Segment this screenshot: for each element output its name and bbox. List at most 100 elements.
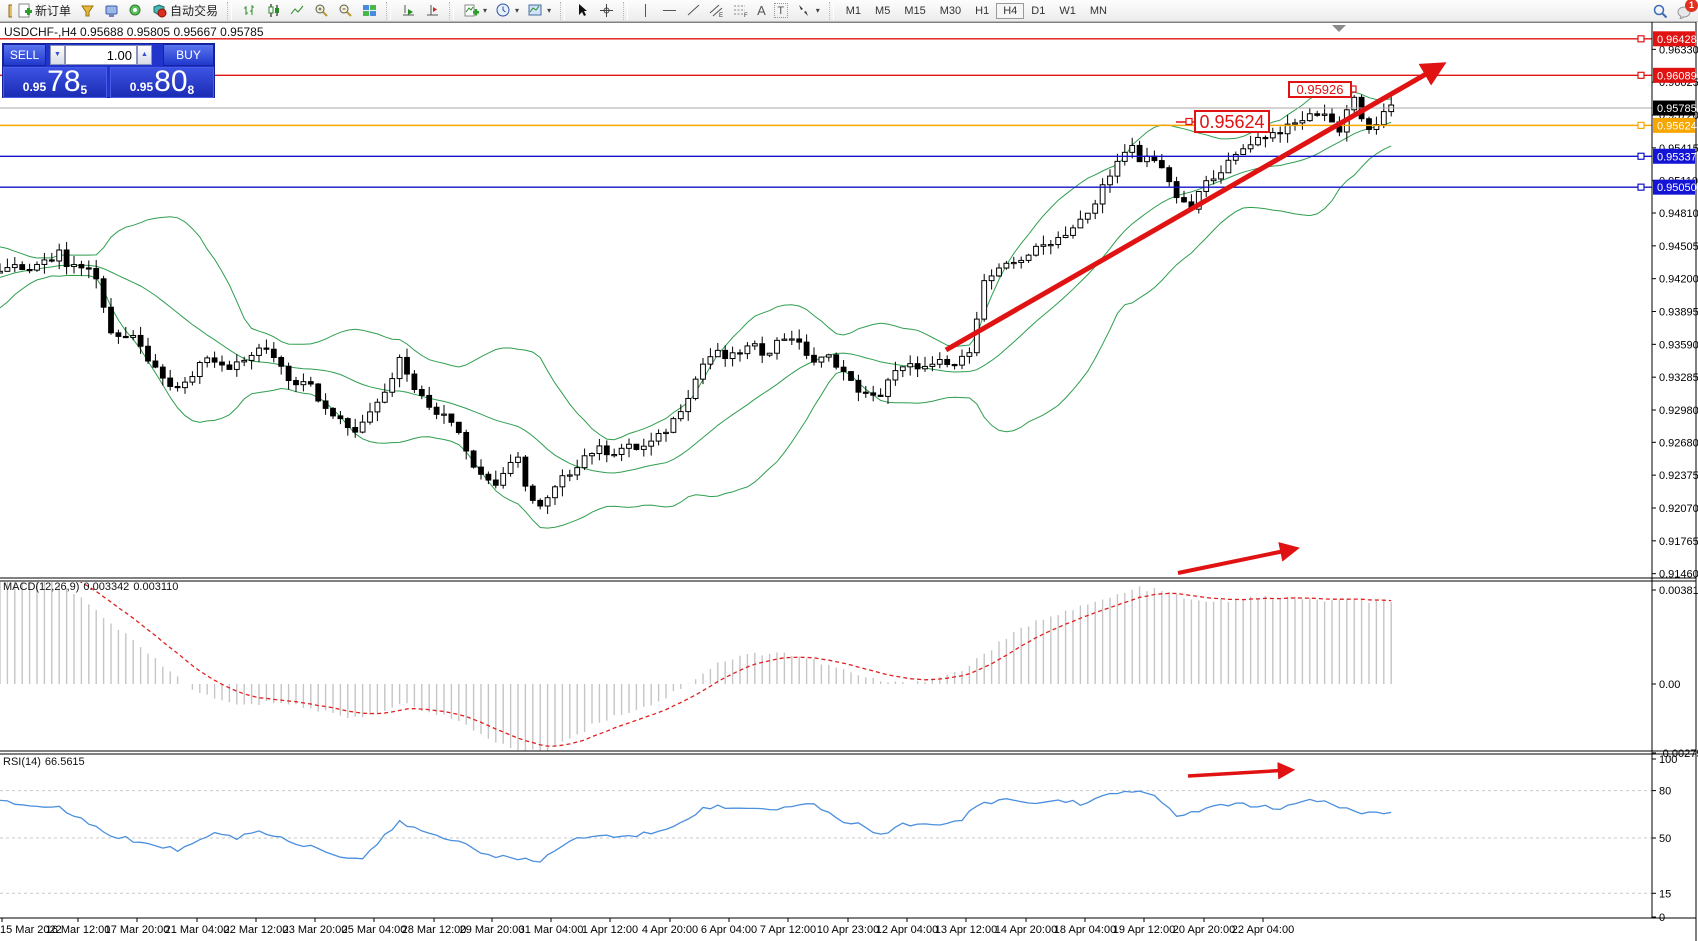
time-axis-label: 31 Mar 04:00	[519, 924, 584, 936]
fibonacci-tool[interactable]: F	[729, 2, 753, 19]
rsi-pane	[0, 790, 1652, 894]
zoom-in-icon	[313, 3, 329, 18]
toolbar-separator	[560, 1, 566, 20]
buy-button[interactable]: BUY	[163, 44, 214, 66]
label-tool[interactable]: T	[770, 2, 792, 19]
trend-annotations[interactable]	[944, 25, 1447, 780]
timeframe-m1[interactable]: M1	[845, 4, 862, 17]
price-level-label	[1653, 148, 1695, 164]
trendline-tool[interactable]	[681, 2, 705, 19]
horizontal-level-lines[interactable]	[0, 35, 1652, 191]
zoom-out-icon	[337, 3, 353, 18]
timeframe-h4[interactable]: H4	[996, 2, 1025, 19]
svg-text:0.96089: 0.96089	[1657, 70, 1697, 82]
time-axis-label: 23 Mar 20:00	[283, 924, 348, 936]
text-tool[interactable]: A	[753, 2, 770, 19]
autotrading-button[interactable]: 自动交易	[147, 1, 222, 20]
timeframe-m15[interactable]: M15	[904, 4, 926, 17]
volume-input[interactable]	[65, 45, 137, 65]
timeframe-m30[interactable]: M30	[939, 4, 962, 17]
price-annotation-095926[interactable]: 0.95926	[1288, 81, 1352, 98]
notifications-icon[interactable]: 1	[1676, 0, 1698, 19]
timeframe-mn[interactable]: MN	[1089, 4, 1107, 17]
tester-icon	[103, 3, 119, 18]
trend-arrow[interactable]	[1187, 761, 1296, 780]
time-axis-label: 17 Mar 20:00	[105, 924, 170, 936]
price-axis[interactable]: 0.963300.960250.957200.954150.951100.948…	[1652, 31, 1698, 581]
candlestick-button[interactable]	[261, 2, 285, 19]
rsi-name: RSI(14)	[3, 756, 41, 768]
sell-price-quote[interactable]: 0.95 78 5	[3, 67, 107, 98]
time-axis-label: 14 Apr 20:00	[995, 924, 1057, 936]
text-tool-label: A	[757, 3, 766, 18]
zoom-in-button[interactable]	[309, 2, 333, 19]
level-handle[interactable]	[1637, 35, 1645, 43]
volume-decrease-button[interactable]: ▼	[50, 45, 65, 65]
line-chart-button[interactable]	[285, 2, 309, 19]
horizontal-line-tool[interactable]	[657, 2, 681, 19]
macd-axis[interactable]: 0.003815 0.00 -0.002797	[1652, 585, 1698, 760]
channel-icon: E	[709, 3, 725, 18]
volume-increase-button[interactable]: ▲	[137, 45, 152, 65]
price-level-label	[1653, 179, 1695, 195]
buy-price-quote[interactable]: 0.95 80 8	[110, 67, 214, 98]
arrows-tool[interactable]: ▾	[792, 2, 824, 19]
time-axis-label: 10 Apr 23:00	[817, 924, 879, 936]
auto-scroll-button[interactable]	[396, 2, 420, 19]
indicators-button[interactable]: ▾	[459, 2, 491, 19]
level-handle[interactable]	[1637, 183, 1645, 191]
tester-button[interactable]	[99, 2, 123, 19]
search-icon[interactable]	[1652, 3, 1668, 18]
templates-button[interactable]: ▾	[523, 2, 555, 19]
svg-text:80: 80	[1659, 786, 1671, 798]
level-handle[interactable]	[1637, 71, 1645, 79]
chart-shift-button[interactable]	[420, 2, 444, 19]
channel-tool[interactable]: E	[705, 2, 729, 19]
timeframe-w1[interactable]: W1	[1059, 4, 1076, 17]
vertical-line-tool[interactable]	[633, 2, 657, 19]
horizontal-line-icon	[661, 3, 677, 18]
time-axis-label: 28 Mar 12:00	[402, 924, 467, 936]
svg-text:0.94200: 0.94200	[1659, 274, 1698, 286]
cursor-button[interactable]	[570, 2, 594, 19]
bar-chart-button[interactable]	[237, 2, 261, 19]
zoom-out-button[interactable]	[333, 2, 357, 19]
signals-button[interactable]	[123, 2, 147, 19]
trend-arrow[interactable]	[944, 62, 1447, 353]
time-axis-label: 13 Apr 12:00	[935, 924, 997, 936]
svg-text:0.92375: 0.92375	[1659, 470, 1698, 482]
price-level-label	[1653, 31, 1695, 47]
new-order-button[interactable]: 新订单	[12, 1, 75, 20]
svg-text:0.94505: 0.94505	[1659, 241, 1698, 253]
timeframe-m5[interactable]: M5	[875, 4, 891, 17]
time-axis-label: 18 Apr 04:00	[1054, 924, 1116, 936]
svg-text:0.93590: 0.93590	[1659, 339, 1698, 351]
toolbar-separator	[828, 1, 834, 20]
chart-title: USDCHF-,H4 0.95688 0.95805 0.95667 0.957…	[4, 25, 264, 39]
chart-shift-marker[interactable]	[1332, 25, 1346, 32]
tile-windows-button[interactable]	[357, 2, 381, 19]
sell-button[interactable]: SELL	[3, 44, 46, 66]
level-handle[interactable]	[1637, 121, 1645, 129]
templates-caret: ▾	[547, 6, 552, 15]
price-level-label	[1653, 117, 1695, 133]
trend-arrow[interactable]	[1177, 542, 1300, 575]
timeframe-d1[interactable]: D1	[1031, 4, 1046, 17]
timeframe-h1[interactable]: H1	[975, 4, 990, 17]
crosshair-button[interactable]	[594, 2, 618, 19]
price-annotation-095624[interactable]: 0.95624	[1194, 110, 1270, 133]
time-axis-label: 7 Apr 12:00	[760, 924, 816, 936]
price-level-label	[1653, 67, 1695, 83]
fibonacci-icon: F	[733, 3, 749, 18]
rsi-value: 66.5615	[44, 756, 85, 768]
periods-button[interactable]: ▾	[491, 2, 523, 19]
rsi-axis[interactable]: 100 80 50 15 0	[1652, 754, 1677, 924]
templates-icon	[527, 3, 543, 18]
level-handle[interactable]	[1637, 152, 1645, 160]
time-axis-label: 22 Mar 12:00	[224, 924, 289, 936]
styler-button[interactable]	[75, 2, 99, 19]
new-order-label: 新订单	[35, 4, 72, 18]
